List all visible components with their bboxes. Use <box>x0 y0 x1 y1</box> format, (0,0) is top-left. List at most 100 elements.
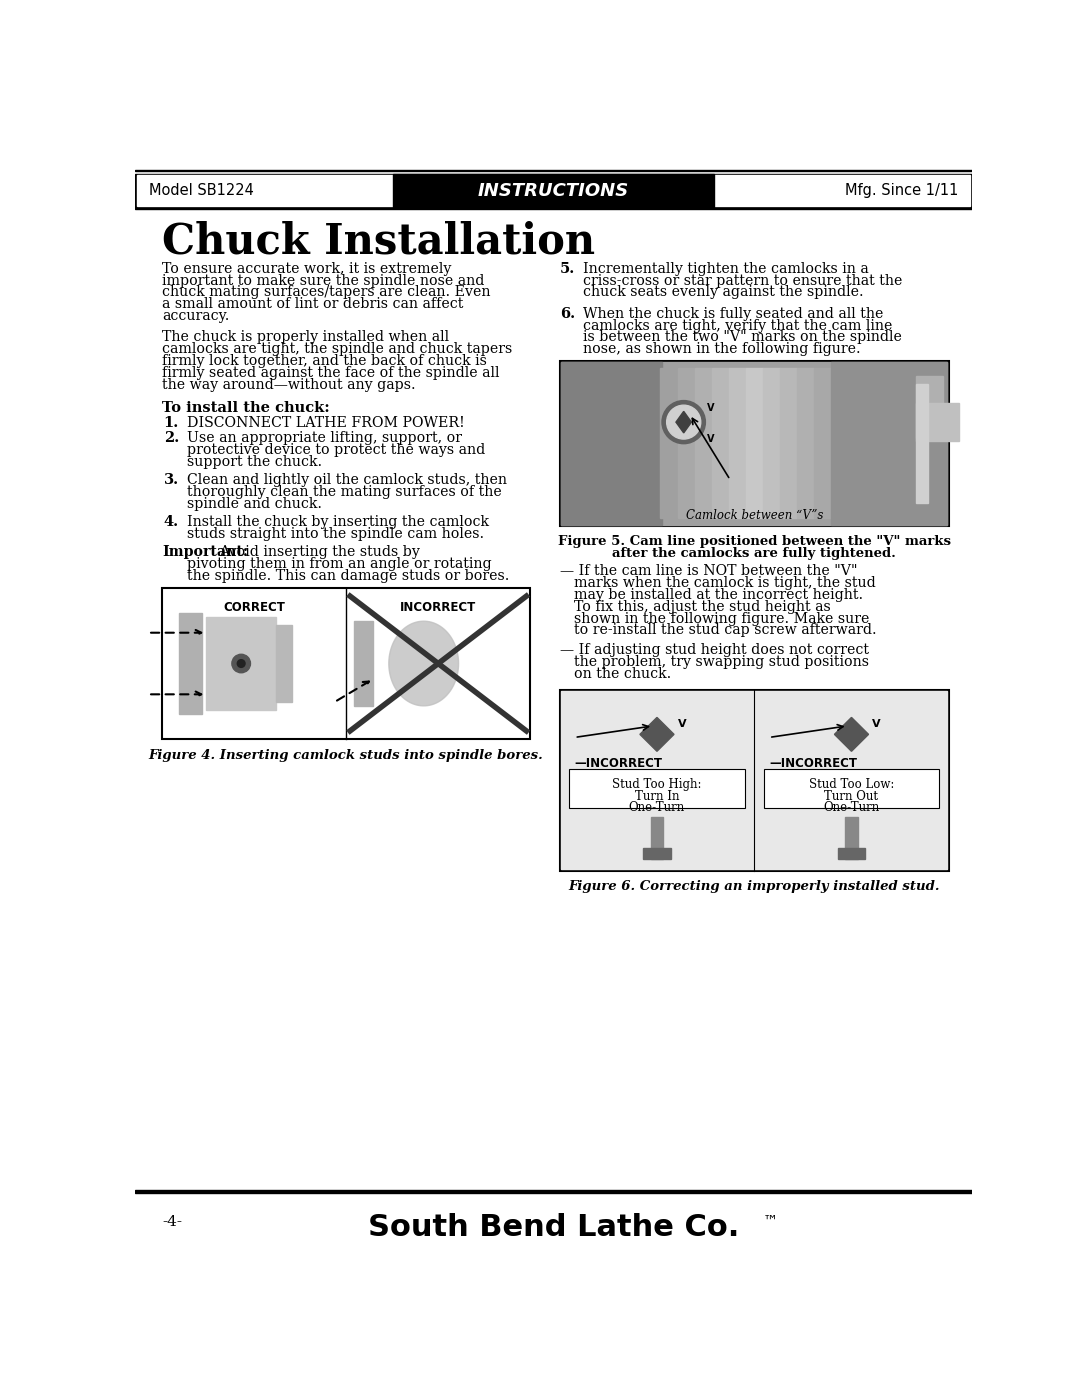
Bar <box>780 369 797 518</box>
Text: When the chuck is fully seated and all the: When the chuck is fully seated and all t… <box>583 306 883 321</box>
Text: To ensure accurate work, it is extremely: To ensure accurate work, it is extremely <box>162 261 451 275</box>
Bar <box>745 369 762 518</box>
Text: INCORRECT: INCORRECT <box>400 601 476 613</box>
Text: the way around—without any gaps.: the way around—without any gaps. <box>162 379 416 393</box>
Text: may be installed at the incorrect height.: may be installed at the incorrect height… <box>573 588 863 602</box>
Text: criss-cross or star pattern to ensure that the: criss-cross or star pattern to ensure th… <box>583 274 902 288</box>
Text: V: V <box>678 719 687 729</box>
Polygon shape <box>389 622 459 705</box>
Text: Figure 6. Correcting an improperly installed stud.: Figure 6. Correcting an improperly insta… <box>568 880 940 893</box>
Bar <box>135 173 972 208</box>
Text: To fix this, adjust the stud height as: To fix this, adjust the stud height as <box>573 599 831 613</box>
Text: Chuck Installation: Chuck Installation <box>162 219 595 263</box>
Text: South Bend Lathe Co.: South Bend Lathe Co. <box>368 1214 739 1242</box>
Text: Use an appropriate lifting, support, or: Use an appropriate lifting, support, or <box>187 432 462 446</box>
Text: — If the cam line is NOT between the "V": — If the cam line is NOT between the "V" <box>559 564 858 578</box>
Text: the problem, try swapping stud positions: the problem, try swapping stud positions <box>573 655 868 669</box>
Text: CORRECT: CORRECT <box>224 601 285 613</box>
Bar <box>562 692 947 869</box>
Text: chuck seats evenly against the spindle.: chuck seats evenly against the spindle. <box>583 285 864 299</box>
Bar <box>135 170 972 172</box>
Text: —INCORRECT: —INCORRECT <box>769 757 856 771</box>
Text: 4.: 4. <box>164 515 179 529</box>
Text: 6.: 6. <box>559 306 575 321</box>
Text: camlocks are tight, the spindle and chuck tapers: camlocks are tight, the spindle and chuc… <box>162 342 512 356</box>
Text: Mfg. Since 1/11: Mfg. Since 1/11 <box>845 183 958 198</box>
Bar <box>643 848 671 859</box>
Text: ™: ™ <box>762 1214 778 1228</box>
Bar <box>206 617 276 710</box>
Circle shape <box>232 654 251 673</box>
Text: -4-: -4- <box>162 1215 183 1229</box>
Text: camlocks are tight, verify that the cam line: camlocks are tight, verify that the cam … <box>583 319 892 332</box>
Bar <box>916 376 943 437</box>
Text: 1.: 1. <box>164 415 179 430</box>
Bar <box>135 1190 972 1193</box>
Bar <box>562 362 662 524</box>
Text: Important:: Important: <box>162 545 248 559</box>
Text: Stud Too Low:: Stud Too Low: <box>809 778 894 791</box>
Text: Incrementally tighten the camlocks in a: Incrementally tighten the camlocks in a <box>583 261 868 275</box>
Text: Clean and lightly oil the camlock studs, then: Clean and lightly oil the camlock studs,… <box>187 474 507 488</box>
Bar <box>162 588 530 739</box>
Text: marks when the camlock is tight, the stud: marks when the camlock is tight, the stu… <box>573 576 876 590</box>
Bar <box>137 176 393 207</box>
Text: 5.: 5. <box>559 261 575 275</box>
Text: firmly seated against the face of the spindle all: firmly seated against the face of the sp… <box>162 366 500 380</box>
Text: on the chuck.: on the chuck. <box>573 666 671 680</box>
Circle shape <box>666 405 701 439</box>
Polygon shape <box>835 718 868 752</box>
Text: Turn In: Turn In <box>635 789 679 803</box>
Text: One-Turn: One-Turn <box>629 802 685 814</box>
Bar <box>562 362 947 524</box>
Text: protective device to protect the ways and: protective device to protect the ways an… <box>187 443 485 457</box>
Text: thoroughly clean the mating surfaces of the: thoroughly clean the mating surfaces of … <box>187 485 502 499</box>
Bar <box>179 613 202 714</box>
Bar <box>837 848 865 859</box>
Bar <box>694 369 712 518</box>
Bar <box>661 369 677 518</box>
Text: Install the chuck by inserting the camlock: Install the chuck by inserting the camlo… <box>187 515 489 529</box>
Bar <box>764 768 940 807</box>
Text: One-Turn: One-Turn <box>823 802 879 814</box>
Text: — If adjusting stud height does not correct: — If adjusting stud height does not corr… <box>559 643 868 657</box>
Text: V: V <box>707 433 715 444</box>
Bar <box>762 369 780 518</box>
Text: Avoid inserting the studs by: Avoid inserting the studs by <box>219 545 420 559</box>
Bar <box>677 369 694 518</box>
Text: to re-install the stud cap screw afterward.: to re-install the stud cap screw afterwa… <box>573 623 876 637</box>
Text: Model SB1224: Model SB1224 <box>149 183 254 198</box>
Text: Figure 5. Cam line positioned between the "V" marks: Figure 5. Cam line positioned between th… <box>557 535 950 548</box>
Bar <box>651 817 663 859</box>
Bar <box>393 173 714 208</box>
Bar <box>559 360 948 527</box>
Text: V: V <box>873 719 881 729</box>
Bar <box>559 690 948 870</box>
Bar <box>916 384 928 503</box>
Text: chuck mating surfaces/tapers are clean. Even: chuck mating surfaces/tapers are clean. … <box>162 285 490 299</box>
Bar <box>276 624 292 703</box>
Text: To install the chuck:: To install the chuck: <box>162 401 329 415</box>
Bar <box>729 369 745 518</box>
Polygon shape <box>676 411 691 433</box>
Bar <box>814 369 831 518</box>
Text: firmly lock together, and the back of chuck is: firmly lock together, and the back of ch… <box>162 355 487 369</box>
Text: the spindle. This can damage studs or bores.: the spindle. This can damage studs or bo… <box>187 569 510 583</box>
Text: pivoting them in from an angle or rotating: pivoting them in from an angle or rotati… <box>187 557 491 571</box>
Text: INSTRUCTIONS: INSTRUCTIONS <box>477 182 630 200</box>
Text: —INCORRECT: —INCORRECT <box>575 757 662 771</box>
Bar <box>135 208 972 210</box>
Circle shape <box>238 659 245 668</box>
Text: a small amount of lint or debris can affect: a small amount of lint or debris can aff… <box>162 298 463 312</box>
Bar <box>846 817 858 859</box>
Text: after the camlocks are fully tightened.: after the camlocks are fully tightened. <box>612 546 896 560</box>
Bar <box>354 622 374 705</box>
Text: important to make sure the spindle nose and: important to make sure the spindle nose … <box>162 274 485 288</box>
Text: Figure 4. Inserting camlock studs into spindle bores.: Figure 4. Inserting camlock studs into s… <box>149 749 543 763</box>
Text: nose, as shown in the following figure.: nose, as shown in the following figure. <box>583 342 861 356</box>
Polygon shape <box>640 718 674 752</box>
Text: Stud Too High:: Stud Too High: <box>612 778 702 791</box>
Text: DISCONNECT LATHE FROM POWER!: DISCONNECT LATHE FROM POWER! <box>187 415 464 430</box>
Bar <box>916 402 959 441</box>
Bar <box>831 362 947 524</box>
